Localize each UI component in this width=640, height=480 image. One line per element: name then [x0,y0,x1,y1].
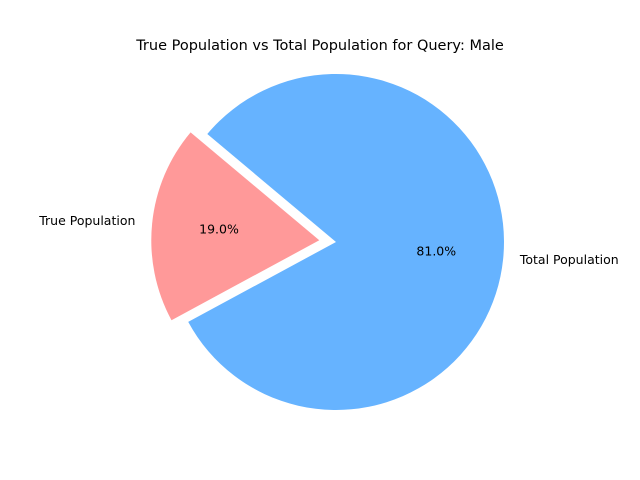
pie-labels: True Population 19.0% Total Population 81.0… [38,213,618,267]
chart-title: True Population vs Total Population for … [135,38,504,54]
pie-slice-true-population [151,132,320,321]
slice-percent-total-population: 81.0% [416,244,456,259]
slice-label-true-population: True Population [38,213,135,228]
slice-percent-true-population: 19.0% [199,222,239,237]
pie-slices [151,74,504,411]
pie-slice-total-population [188,74,504,411]
slice-label-total-population: Total Population [519,252,619,267]
